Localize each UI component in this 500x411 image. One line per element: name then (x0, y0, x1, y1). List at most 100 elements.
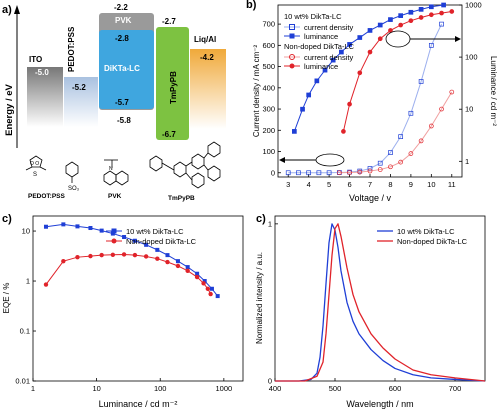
ito-layer (27, 67, 63, 127)
data-point (398, 13, 404, 18)
data-point (202, 279, 207, 284)
data-point (418, 79, 424, 84)
pvk-bottom-level: -5.8 (117, 116, 131, 125)
x-tick-label: 5 (327, 180, 331, 189)
chart-b-y2label: Luminance / cd m⁻² (489, 56, 498, 126)
data-point (322, 67, 328, 73)
y-tick-label: 0 (268, 377, 272, 386)
data-point (357, 35, 363, 40)
data-point (175, 263, 181, 269)
data-point (306, 170, 312, 176)
x-tick-label: 500 (329, 384, 342, 393)
data-point (215, 294, 220, 299)
data-point (306, 92, 312, 98)
data-point (347, 170, 352, 175)
data-point (330, 57, 336, 63)
x-tick-label: 10 (427, 180, 435, 189)
data-point (121, 252, 127, 257)
chart-c1-plot: 1 10 100 1000 0.01 0.1 1 10 (15, 222, 232, 393)
pedot-level: -5.2 (72, 83, 86, 92)
data-point (428, 12, 434, 18)
x-tick-label: 100 (154, 384, 167, 393)
data-point (449, 89, 455, 95)
data-point (314, 78, 320, 84)
legend-marker-doped-lum (289, 33, 295, 39)
legend-nondoped-current: current density (304, 53, 353, 62)
y-tick-label: 1 (268, 219, 272, 228)
y-tick-label: 0.01 (15, 377, 30, 386)
data-point (408, 110, 414, 116)
legend-marker-c1-doped (111, 228, 117, 234)
data-point (428, 42, 434, 48)
data-point (143, 254, 149, 259)
data-point (43, 224, 48, 229)
data-point (367, 166, 373, 171)
data-point (418, 7, 424, 12)
data-point (367, 168, 373, 174)
liqal-label: Liq/Al (194, 35, 216, 44)
pedot-layer (64, 77, 98, 127)
x-tick-label: 1000 (216, 384, 233, 393)
data-point (110, 252, 116, 257)
data-point (175, 259, 180, 264)
panel-a: a) Energy / eV ITO -5.0 PEDOT:PSS -5.2 P… (2, 3, 226, 202)
data-point (418, 15, 424, 20)
dikta-bottom-level: -5.7 (115, 98, 129, 107)
pedot-so3-glyph: SO₃ (68, 186, 80, 192)
tmpypb-structure-label: TmPyPB (168, 195, 195, 202)
y-tick-label: 1 (26, 277, 30, 286)
series-line-1 (45, 253, 212, 295)
legend-nondoped-lum: luminance (304, 62, 338, 71)
data-point (132, 252, 138, 258)
legend-marker-nondoped-current (289, 54, 295, 60)
data-point (377, 36, 383, 42)
data-point (194, 274, 200, 280)
y-tick-label: 10 (22, 227, 30, 236)
tmpypb-layer (156, 27, 189, 140)
data-point (408, 18, 414, 24)
y2-tick-label: 1000 (465, 1, 482, 10)
x-tick-label: 9 (409, 180, 413, 189)
data-point (132, 238, 137, 243)
y-tick-label: 100 (262, 147, 275, 156)
dikta-layer (99, 30, 154, 109)
chart-b-plot: 3 4 5 6 7 8 9 10 1101002003004005006007001101001… (262, 1, 481, 190)
annotation-ellipse-luminance (385, 30, 411, 48)
y-tick-label: 0 (271, 168, 275, 177)
data-point (75, 254, 80, 260)
chart-c1-frame (32, 215, 244, 382)
data-point (110, 231, 115, 236)
panel-a-label: a) (2, 4, 12, 16)
y2-tick-label: 10 (465, 105, 473, 114)
x-tick-label: 600 (389, 384, 402, 393)
panel-b: b) 3 4 5 6 7 8 9 10 1101002003004005006007001101… (246, 0, 498, 203)
pvk-structure (103, 159, 129, 186)
chart-b-xlabel: Voltage / v (349, 193, 392, 203)
pedot-structure (25, 155, 79, 183)
panel-b-label: b) (246, 0, 257, 11)
x-tick-label: 700 (449, 384, 462, 393)
legend-c2-nondoped: Non-doped DikTa-LC (397, 237, 468, 246)
data-point (339, 49, 344, 55)
data-point (88, 226, 93, 231)
chart-b-legend: 10 wt% DikTa-LC current density luminanc… (284, 12, 355, 71)
data-point (377, 22, 383, 28)
data-point (428, 123, 434, 129)
pedot-label: PEDOT:PSS (67, 26, 76, 72)
y2-tick-label: 100 (465, 53, 478, 62)
data-point (316, 170, 322, 176)
data-point (205, 286, 211, 291)
legend-marker-c1-nondoped (111, 238, 117, 244)
data-point (439, 106, 444, 112)
data-point (408, 151, 414, 156)
data-point (398, 22, 404, 28)
tmpypb-structure (149, 141, 221, 189)
data-point (208, 291, 213, 297)
chart-c2-ylabel: Normalized intensity / a.u. (255, 252, 264, 344)
data-point (388, 150, 393, 155)
legend-doped-lum: luminance (304, 32, 338, 41)
data-point (296, 170, 301, 176)
data-point (292, 129, 297, 134)
x-tick-label: 6 (347, 180, 351, 189)
